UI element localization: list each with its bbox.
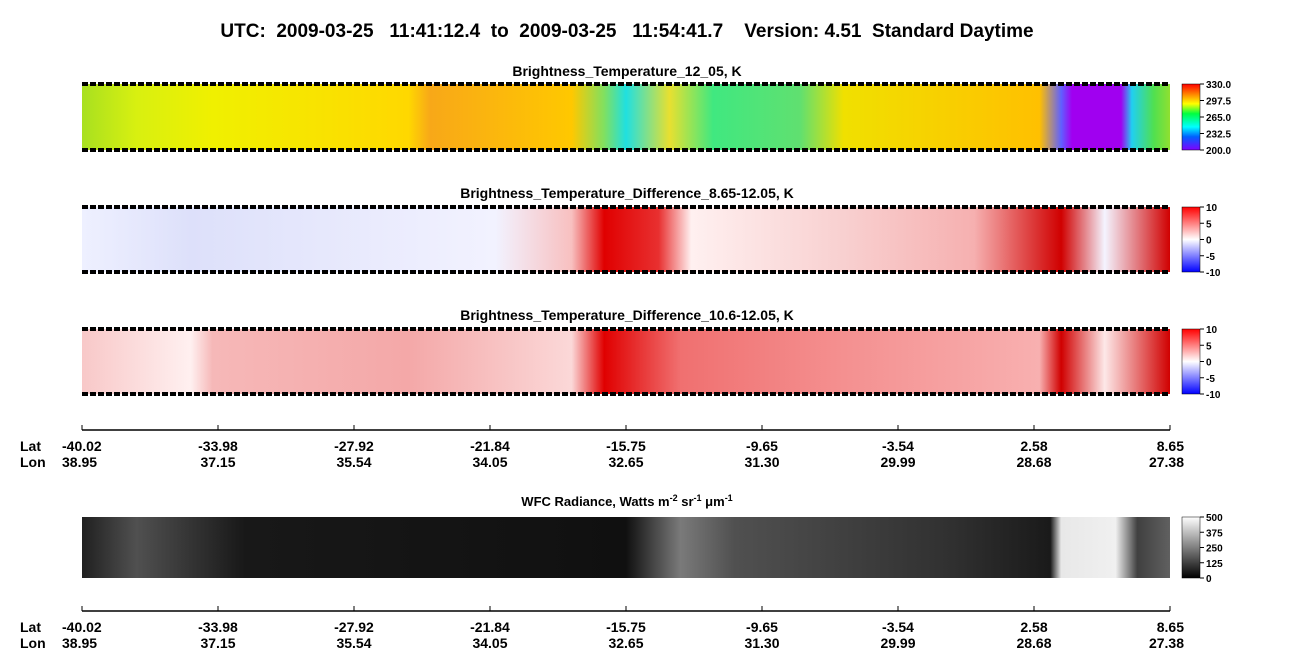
lat-tick-label: 2.58 xyxy=(1020,619,1047,635)
panel-title: Brightness_Temperature_Difference_8.65-1… xyxy=(460,185,794,201)
colorbar-label: -5 xyxy=(1206,252,1215,263)
lat-tick-label: -9.65 xyxy=(746,438,778,454)
lat-tick-label: -40.02 xyxy=(62,619,102,635)
colorbar-label: 10 xyxy=(1206,203,1218,214)
lon-tick-label: 35.54 xyxy=(336,635,371,651)
lat-label: Lat xyxy=(20,619,41,635)
lon-tick-label: 32.65 xyxy=(608,635,643,651)
lon-tick-label: 28.68 xyxy=(1016,635,1051,651)
colorbar-label: -10 xyxy=(1206,390,1221,401)
lon-tick-label: 32.65 xyxy=(608,454,643,470)
colorbar xyxy=(1181,83,1201,151)
lon-tick-label: 27.38 xyxy=(1149,635,1184,651)
lat-tick-label: 8.65 xyxy=(1157,438,1184,454)
lat-tick-label: -21.84 xyxy=(470,619,510,635)
lon-label: Lon xyxy=(20,454,46,470)
lat-tick-label: -3.54 xyxy=(882,619,914,635)
colorbar-label: 250 xyxy=(1206,544,1223,555)
main-title: UTC: 2009-03-25 11:41:12.4 to 2009-03-25… xyxy=(220,21,1033,42)
lat-tick-label: -27.92 xyxy=(334,619,374,635)
lat-tick-label: -3.54 xyxy=(882,438,914,454)
lon-tick-label: 38.95 xyxy=(62,635,97,651)
title-part: sr xyxy=(678,494,694,509)
colorbar-label: 265.0 xyxy=(1206,113,1231,124)
lon-tick-label: 34.05 xyxy=(472,454,507,470)
data-strip xyxy=(82,517,1170,578)
colorbar xyxy=(1181,328,1201,395)
colorbar-label: 5 xyxy=(1206,341,1212,352)
lon-tick-label: 29.99 xyxy=(880,635,915,651)
wfc-title: WFC Radiance, Watts m-2 sr-1 μm-1 xyxy=(521,493,732,509)
colorbar-label: -5 xyxy=(1206,374,1215,385)
title-part: μm xyxy=(702,494,725,509)
lon-tick-label: 38.95 xyxy=(62,454,97,470)
lat-tick-label: -33.98 xyxy=(198,619,238,635)
colorbar xyxy=(1181,206,1201,273)
colorbar-label: 330.0 xyxy=(1206,80,1231,91)
lon-tick-label: 31.30 xyxy=(744,635,779,651)
lat-tick-label: -15.75 xyxy=(606,619,646,635)
colorbar-label: 500 xyxy=(1206,513,1223,524)
lat-tick-label: -27.92 xyxy=(334,438,374,454)
colorbar-label: 0 xyxy=(1206,574,1212,585)
lat-tick-label: 8.65 xyxy=(1157,619,1184,635)
lon-tick-label: 28.68 xyxy=(1016,454,1051,470)
title-part: WFC Radiance, Watts m xyxy=(521,494,669,509)
lat-tick-label: -9.65 xyxy=(746,619,778,635)
data-strip xyxy=(82,207,1170,272)
panel-title: Brightness_Temperature_Difference_10.6-1… xyxy=(460,307,794,323)
lon-tick-label: 34.05 xyxy=(472,635,507,651)
lat-tick-label: -21.84 xyxy=(470,438,510,454)
lon-tick-label: 37.15 xyxy=(200,635,235,651)
title-sup: -1 xyxy=(725,493,733,503)
data-strip xyxy=(82,84,1170,150)
title-sup: -1 xyxy=(694,493,702,503)
lat-tick-label: -40.02 xyxy=(62,438,102,454)
lon-tick-label: 37.15 xyxy=(200,454,235,470)
lat-tick-label: 2.58 xyxy=(1020,438,1047,454)
colorbar-label: 200.0 xyxy=(1206,146,1231,157)
colorbar-label: 5 xyxy=(1206,219,1212,230)
panel-title: Brightness_Temperature_12_05, K xyxy=(512,63,741,79)
lon-tick-label: 29.99 xyxy=(880,454,915,470)
title-sup: -2 xyxy=(670,493,678,503)
data-strip xyxy=(82,329,1170,394)
colorbar-label: 10 xyxy=(1206,325,1218,336)
colorbar-label: 375 xyxy=(1206,528,1223,539)
colorbar-label: 0 xyxy=(1206,236,1212,247)
colorbar-label: -10 xyxy=(1206,268,1221,279)
colorbar xyxy=(1181,516,1201,579)
lon-tick-label: 27.38 xyxy=(1149,454,1184,470)
lat-label: Lat xyxy=(20,438,41,454)
lon-tick-label: 31.30 xyxy=(744,454,779,470)
lon-label: Lon xyxy=(20,635,46,651)
colorbar-label: 297.5 xyxy=(1206,97,1231,108)
colorbar-label: 125 xyxy=(1206,559,1223,570)
lon-tick-label: 35.54 xyxy=(336,454,371,470)
colorbar-label: 232.5 xyxy=(1206,130,1231,141)
colorbar-label: 0 xyxy=(1206,358,1212,369)
lat-tick-label: -15.75 xyxy=(606,438,646,454)
lat-tick-label: -33.98 xyxy=(198,438,238,454)
